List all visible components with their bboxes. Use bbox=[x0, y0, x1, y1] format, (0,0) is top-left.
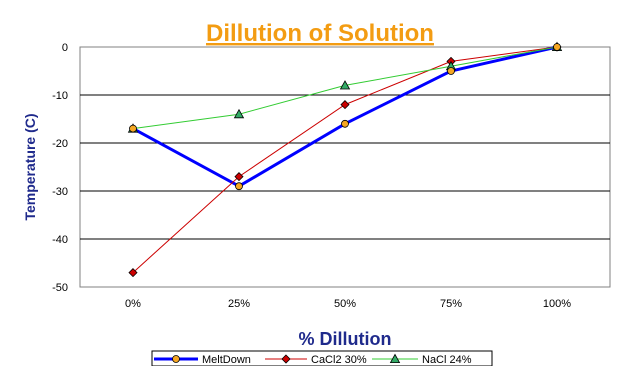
chart-title: Dillution of Solution bbox=[206, 20, 434, 47]
x-tick-label: 50% bbox=[334, 298, 356, 310]
y-tick-label: -50 bbox=[52, 282, 68, 294]
legend-swatch-marker bbox=[281, 354, 291, 364]
y-tick-label: -30 bbox=[52, 186, 68, 198]
data-point bbox=[340, 100, 350, 110]
x-tick-label: 0% bbox=[125, 298, 141, 310]
data-point bbox=[447, 67, 455, 75]
x-axis-ticks: 0% 25% 50% 75% 100% bbox=[125, 298, 571, 310]
data-point bbox=[339, 80, 351, 90]
legend-swatch-marker bbox=[389, 353, 401, 364]
gridlines bbox=[80, 94, 610, 240]
legend-label: NaCl 24% bbox=[422, 354, 472, 366]
x-tick-label: 25% bbox=[228, 298, 250, 310]
y-tick-label: -20 bbox=[52, 138, 68, 150]
x-tick-label: 100% bbox=[543, 298, 571, 310]
legend: MeltDown CaCl2 30% NaCl 24% bbox=[151, 350, 493, 366]
y-axis-ticks: 0 -10 -20 -30 -40 -50 bbox=[52, 42, 68, 294]
data-point bbox=[129, 124, 137, 133]
y-tick-label: 0 bbox=[62, 42, 68, 54]
x-tick-label: 75% bbox=[440, 298, 462, 310]
legend-label: MeltDown bbox=[202, 354, 251, 366]
data-point bbox=[128, 268, 138, 278]
legend-items: MeltDown CaCl2 30% NaCl 24% bbox=[154, 353, 472, 366]
y-tick-label: -40 bbox=[52, 234, 68, 246]
data-point bbox=[341, 119, 349, 128]
legend-label: CaCl2 30% bbox=[311, 354, 367, 366]
x-axis-title: % Dillution bbox=[299, 329, 392, 349]
plot-area: 0 -10 -20 -30 -40 -50 0% 25% 50% 75% 100% bbox=[52, 41, 611, 310]
data-point bbox=[234, 172, 244, 182]
y-tick-label: -10 bbox=[52, 90, 68, 102]
y-axis-title: Temperature (C) bbox=[22, 113, 38, 220]
data-point bbox=[233, 108, 245, 119]
series-markers bbox=[127, 41, 563, 278]
data-point bbox=[553, 43, 561, 51]
legend-swatch-marker bbox=[172, 355, 180, 363]
data-point bbox=[235, 182, 243, 191]
legend-box bbox=[151, 350, 493, 366]
